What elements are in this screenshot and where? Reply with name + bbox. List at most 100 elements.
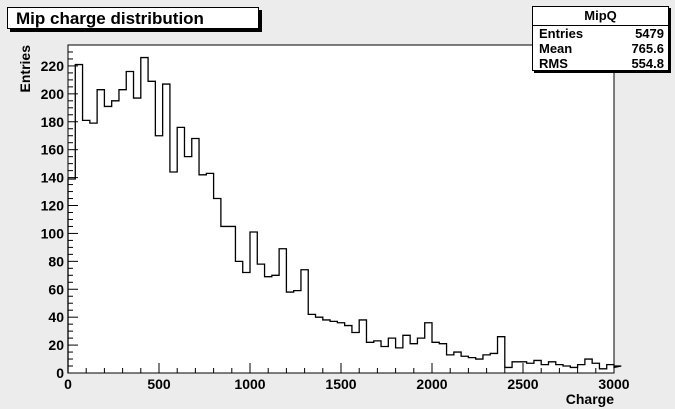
histogram-bin <box>184 157 191 373</box>
y-tick-label: 200 <box>41 86 65 102</box>
histogram-bin <box>83 120 90 373</box>
chart-title: Mip charge distribution <box>16 9 204 28</box>
histogram-bin <box>119 90 126 373</box>
stats-row-entries: Entries 5479 <box>533 26 668 41</box>
histogram-bin <box>432 342 439 373</box>
histogram-bin <box>177 127 184 373</box>
histogram-bin <box>112 101 119 373</box>
histogram-bin <box>257 264 264 373</box>
x-tick-label: 1500 <box>325 376 356 392</box>
histogram-bin <box>235 261 242 373</box>
histogram-bin <box>265 277 272 373</box>
x-tick-label: 500 <box>147 376 171 392</box>
stats-row-mean: Mean 765.6 <box>533 41 668 56</box>
histogram-bin <box>75 65 82 373</box>
stats-name: MipQ <box>533 7 668 26</box>
histogram-bin <box>97 90 104 373</box>
histogram-bin <box>534 360 541 373</box>
histogram-bin <box>527 363 534 373</box>
x-axis-label: Charge <box>566 391 614 407</box>
stats-row-rms: RMS 554.8 <box>533 56 668 71</box>
histogram-bin <box>221 226 228 373</box>
histogram-bin <box>490 353 497 373</box>
histogram-bin <box>425 323 432 373</box>
histogram-bin <box>308 314 315 373</box>
histogram-bin <box>548 362 555 373</box>
histogram-bin <box>512 362 519 373</box>
histogram-bin <box>345 326 352 373</box>
histogram-bin <box>585 359 592 373</box>
histogram-bin <box>228 226 235 373</box>
histogram-bin <box>214 199 221 373</box>
histogram-bin <box>163 84 170 373</box>
histogram-bin <box>126 72 133 373</box>
histogram-bin <box>578 365 585 373</box>
histogram-bin <box>330 321 337 373</box>
histogram-bin <box>250 232 257 373</box>
stats-label: Mean <box>539 41 573 56</box>
histogram-bin <box>272 275 279 373</box>
histogram-bin <box>388 338 395 373</box>
histogram-bin <box>68 179 75 373</box>
x-tick-label: 2000 <box>416 376 447 392</box>
histogram-bin <box>505 367 512 373</box>
histogram-bin <box>301 270 308 373</box>
stats-label: Entries <box>539 26 584 41</box>
stats-label: RMS <box>539 56 568 71</box>
y-axis-label: Entries <box>17 45 33 93</box>
y-tick-label: 140 <box>41 170 65 186</box>
histogram-bin <box>563 366 570 373</box>
histogram-series-line <box>67 56 622 373</box>
stats-box: MipQ Entries 5479 Mean 765.6 RMS 554.8 <box>532 6 669 71</box>
y-tick-label: 100 <box>41 225 65 241</box>
histogram-bin <box>206 173 213 373</box>
y-tick-label: 0 <box>56 365 64 381</box>
histogram-bin <box>104 106 111 373</box>
histogram-bin <box>170 172 177 373</box>
x-tick-label: 0 <box>64 376 72 392</box>
histogram-bin <box>570 367 577 373</box>
histogram-bin <box>359 320 366 373</box>
histogram-bin <box>352 333 359 373</box>
histogram-bin <box>461 356 468 373</box>
histogram-bin <box>323 320 330 373</box>
x-tick-label: 3000 <box>598 376 629 392</box>
histogram-bin <box>439 344 446 373</box>
y-tick-label: 60 <box>48 281 64 297</box>
histogram-bin <box>498 337 505 373</box>
histogram-bin <box>192 139 199 373</box>
histogram-bin <box>286 292 293 373</box>
histogram-bin <box>294 291 301 373</box>
y-tick-label: 160 <box>41 142 65 158</box>
y-tick-label: 120 <box>41 198 65 214</box>
histogram-bin <box>155 136 162 373</box>
histogram-bin <box>148 81 155 373</box>
y-tick-label: 180 <box>41 114 65 130</box>
histogram-bin <box>468 358 475 373</box>
histogram-bin <box>396 348 403 373</box>
stats-value: 554.8 <box>631 56 664 71</box>
stats-value: 765.6 <box>631 41 664 56</box>
plot-frame <box>67 44 615 374</box>
histogram-bin <box>454 352 461 373</box>
histogram-bin <box>381 346 388 373</box>
histogram-bin <box>141 58 148 373</box>
y-tick-label: 40 <box>48 309 64 325</box>
histogram-bin <box>90 123 97 373</box>
histogram-bin <box>476 359 483 373</box>
histogram-bin <box>417 338 424 373</box>
histogram-bin <box>541 365 548 373</box>
chart-title-box: Mip charge distribution <box>7 7 259 29</box>
histogram-bin <box>607 365 614 373</box>
x-tick-label: 2500 <box>507 376 538 392</box>
x-tick-label: 1000 <box>234 376 265 392</box>
y-tick-label: 220 <box>41 58 65 74</box>
histogram-bin <box>199 175 206 373</box>
histogram-bin <box>134 98 141 373</box>
y-tick-label: 80 <box>48 253 64 269</box>
stats-value: 5479 <box>635 26 664 41</box>
histogram-bin <box>243 273 250 373</box>
histogram-bin <box>599 369 606 373</box>
